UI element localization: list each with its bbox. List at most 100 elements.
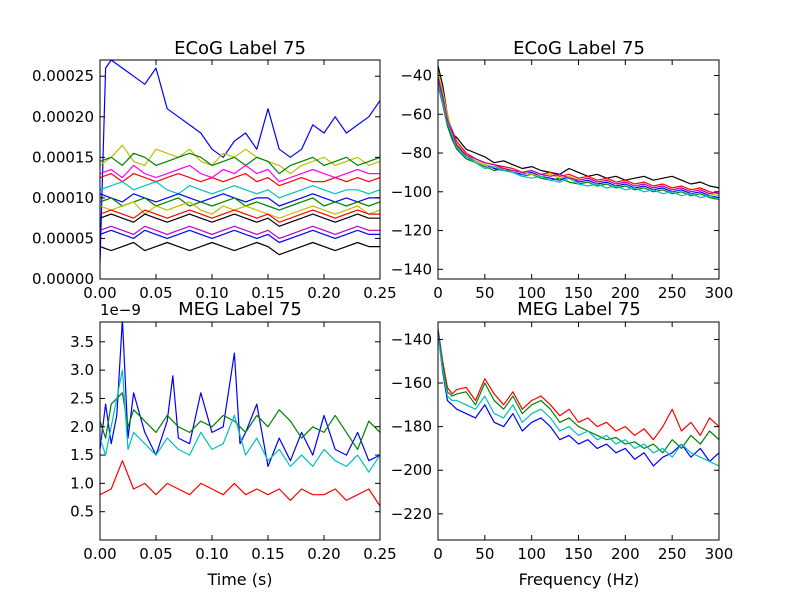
series-line [100, 460, 380, 507]
y-tick-label: −220 [391, 505, 432, 523]
series-layer [438, 65, 719, 201]
y-tick-label: −160 [391, 374, 432, 392]
x-tick-label: 0.10 [195, 284, 228, 302]
tick-layer: 0 50 100 150 200 250 300 −140 −120 −100 −80 −60 −40 [391, 60, 734, 302]
x-tick-label: 100 [517, 284, 546, 302]
y-tick-label: −80 [400, 144, 432, 162]
series-line [100, 241, 380, 256]
x-tick-label: 0 [433, 545, 443, 563]
series-layer [438, 328, 719, 467]
x-axis-label: Frequency (Hz) [519, 570, 640, 589]
plot-frame [437, 321, 720, 541]
x-tick-label: 100 [517, 545, 546, 563]
series-line [438, 75, 719, 195]
series-line [100, 369, 380, 473]
plot-area [438, 60, 719, 279]
series-layer [100, 322, 380, 507]
meg-time-panel: MEG Label 75 1e−9 0.00 0.05 0.10 0.15 0.20 0.… [70, 299, 397, 589]
x-tick-label: 200 [611, 284, 640, 302]
x-tick-label: 300 [705, 284, 734, 302]
series-line [100, 225, 380, 239]
series-line [438, 328, 719, 441]
y-tick-label: 0.00025 [32, 67, 94, 85]
y-tick-label: −180 [391, 418, 432, 436]
x-tick-label: 0.05 [139, 284, 172, 302]
plot-area [100, 322, 380, 540]
y-tick-label: 3.5 [70, 333, 94, 351]
y-tick-label: 3.0 [70, 361, 94, 379]
tick-layer: 0.00 0.05 0.10 0.15 0.20 0.25 0.00000 0.00005 0.… [32, 60, 397, 302]
x-tick-label: 0.20 [307, 545, 340, 563]
series-line [100, 229, 380, 244]
series-line [438, 77, 719, 195]
y-tick-label: −40 [400, 67, 432, 85]
x-tick-label: 0 [433, 284, 443, 302]
panel-title: MEG Label 75 [517, 299, 641, 320]
x-tick-label: 300 [705, 545, 734, 563]
x-tick-label: 50 [475, 284, 494, 302]
x-tick-label: 150 [564, 284, 593, 302]
x-tick-label: 150 [564, 545, 593, 563]
y-tick-label: 0.5 [70, 503, 94, 521]
x-tick-label: 0.00 [83, 284, 116, 302]
tick-layer: 0 50 100 150 200 250 300 −220 −200 −180 −160 −140 [391, 322, 734, 563]
x-tick-label: 200 [611, 545, 640, 563]
x-axis-label: Time (s) [206, 570, 272, 589]
x-tick-label: 0.25 [363, 545, 396, 563]
ecog-time-panel: ECoG Label 75 0.00 0.05 0.10 0.15 0.20 0.250.… [32, 38, 397, 302]
y-offset-label: 1e−9 [100, 301, 141, 319]
y-tick-label: 1.0 [70, 474, 94, 492]
panel-title: MEG Label 75 [178, 299, 302, 320]
x-tick-label: 250 [658, 284, 687, 302]
series-line [100, 173, 380, 187]
series-line [100, 164, 380, 183]
x-tick-label: 0.05 [139, 545, 172, 563]
y-tick-label: −120 [391, 222, 432, 240]
series-layer [100, 60, 380, 263]
series-line [100, 392, 380, 450]
y-tick-label: −140 [391, 260, 432, 278]
y-tick-label: 0.00005 [32, 229, 94, 247]
x-tick-label: 0.00 [83, 545, 116, 563]
series-line [100, 322, 380, 467]
series-line [100, 152, 380, 175]
ecog-spectrum-panel: ECoG Label 75 0 50 100 150 200 250 300 −140 −120… [391, 38, 734, 302]
x-tick-label: 0.15 [251, 545, 284, 563]
series-line [100, 197, 380, 211]
x-tick-label: 0.20 [307, 284, 340, 302]
panel-title: ECoG Label 75 [174, 38, 306, 59]
series-line [100, 201, 380, 219]
series-line [438, 330, 719, 454]
y-tick-label: 0.00015 [32, 148, 94, 166]
y-tick-label: 0.00010 [32, 189, 94, 207]
y-tick-label: 0.00000 [32, 270, 94, 288]
series-line [438, 335, 719, 467]
y-tick-label: 2.0 [70, 418, 94, 436]
y-tick-label: −140 [391, 330, 432, 348]
series-line [100, 144, 380, 175]
y-tick-label: 0.00020 [32, 108, 94, 126]
x-tick-label: 0.25 [363, 284, 396, 302]
y-tick-label: 2.5 [70, 389, 94, 407]
y-tick-label: −200 [391, 461, 432, 479]
y-tick-label: −60 [400, 105, 432, 123]
plot-area [438, 322, 719, 540]
plot-frame [99, 321, 381, 541]
x-tick-label: 0.10 [195, 545, 228, 563]
y-tick-label: −100 [391, 183, 432, 201]
meg-spectrum-panel: MEG Label 75 0 50 100 150 200 250 300 −220 −200 −… [391, 299, 734, 589]
x-tick-label: 50 [475, 545, 494, 563]
plot-frame [99, 59, 381, 280]
series-line [438, 65, 719, 189]
series-line [100, 213, 380, 227]
series-line [100, 181, 380, 199]
series-line [100, 209, 380, 223]
plot-frame [437, 59, 720, 280]
series-line [100, 60, 380, 263]
y-tick-label: 1.5 [70, 446, 94, 464]
tick-layer: 0.00 0.05 0.10 0.15 0.20 0.25 0.5 1.0 1.5 2.0 2.5 3… [70, 322, 397, 563]
x-tick-label: 0.15 [251, 284, 284, 302]
panel-title: ECoG Label 75 [513, 38, 645, 59]
x-tick-label: 250 [658, 545, 687, 563]
